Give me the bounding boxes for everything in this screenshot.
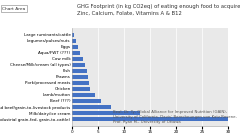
Bar bbox=[72, 63, 85, 67]
Bar bbox=[72, 87, 90, 91]
Bar bbox=[72, 105, 111, 109]
Bar bbox=[72, 39, 76, 43]
Bar bbox=[72, 111, 140, 115]
Bar bbox=[72, 51, 80, 55]
Bar bbox=[72, 117, 228, 121]
Bar bbox=[72, 57, 84, 61]
Bar bbox=[72, 33, 74, 37]
Text: GHG Footprint (in kg CO2eq) of eating enough food to acquire 1/3 of a typical ad: GHG Footprint (in kg CO2eq) of eating en… bbox=[77, 4, 240, 16]
Bar bbox=[72, 45, 78, 49]
Bar bbox=[72, 81, 89, 85]
Bar bbox=[72, 99, 101, 103]
Text: Beal, Dr. Ty, Global Alliance for Improved Nutrition (GAIN),
University of Calif: Beal, Dr. Ty, Global Alliance for Improv… bbox=[113, 110, 237, 124]
Text: Chart Area: Chart Area bbox=[2, 7, 26, 11]
Bar bbox=[72, 75, 88, 79]
Bar bbox=[72, 93, 96, 97]
Bar bbox=[72, 69, 87, 73]
